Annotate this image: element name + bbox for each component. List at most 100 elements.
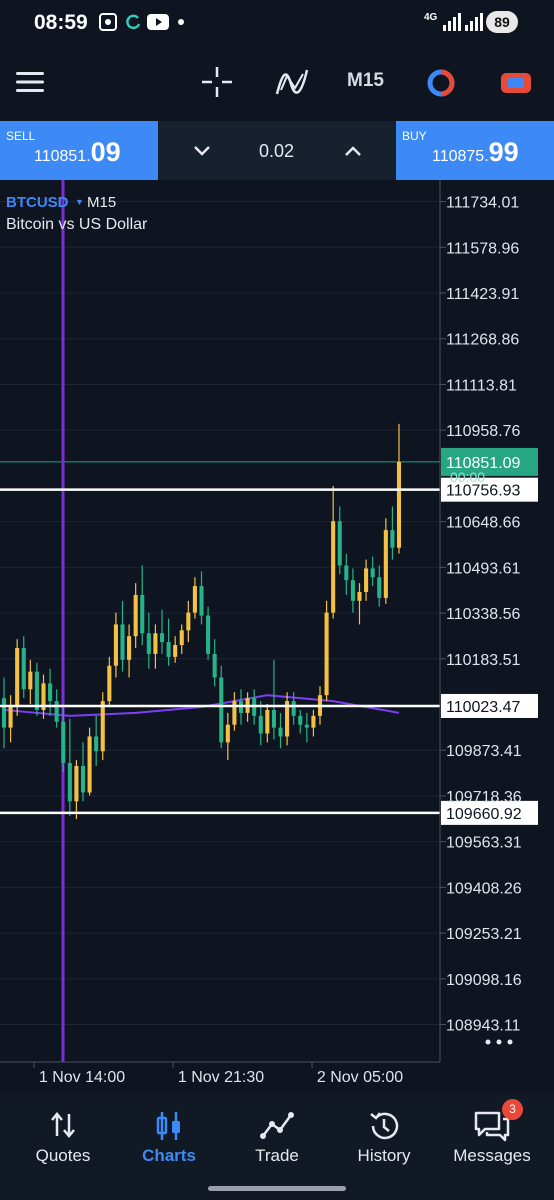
bid-price-marker: 110851.09 00:00: [441, 447, 538, 485]
one-click-trade-panel: SELL 110851.09 0.02 BUY 110875.99: [0, 121, 554, 180]
symbol-timeframe: M15: [87, 194, 117, 211]
horizontal-levels[interactable]: 110756.93 110023.47 109660.92: [0, 477, 538, 825]
level-label: 110756.93: [446, 483, 521, 500]
candle-body: [173, 645, 178, 657]
candle-body: [377, 577, 382, 598]
nav-history-label: History: [357, 1146, 411, 1165]
youtube-icon: [147, 14, 169, 30]
sell-price: 110851.09: [34, 137, 121, 168]
level-label-bg: [441, 693, 538, 718]
nav-charts[interactable]: Charts: [114, 1092, 224, 1178]
candle-body: [61, 721, 66, 764]
candle-body: [80, 765, 86, 793]
price-tick-label: 108943.11: [446, 1018, 521, 1035]
candle-body: [192, 586, 197, 613]
timeframe-selector[interactable]: M15: [347, 70, 384, 91]
buy-button[interactable]: BUY 110875.99: [396, 121, 554, 180]
candle-body: [278, 727, 283, 737]
candle-body: [219, 677, 224, 743]
candle-body: [357, 591, 362, 601]
sell-price-main: 110851.: [34, 148, 91, 165]
nav-trade-label: Trade: [255, 1146, 299, 1165]
candle-body: [127, 636, 132, 660]
price-tick-label: 110183.51: [446, 652, 521, 669]
bid-price-label-bg: [441, 447, 538, 476]
price-tick-label: 109873.41: [446, 743, 522, 760]
candle-body: [94, 736, 99, 752]
candle-body: [186, 612, 191, 631]
candle-body: [1, 698, 7, 728]
buy-price-big: 99: [488, 137, 519, 167]
price-axis[interactable]: 111734.01 111578.96 111423.91 111268.86 1111…: [440, 195, 522, 1035]
level-label-bg: [441, 800, 538, 825]
candle-body: [100, 701, 105, 752]
level-label: 109660.92: [446, 806, 522, 823]
cell-signal-icon: [443, 13, 461, 31]
price-tick-label: 109098.16: [446, 972, 522, 989]
one-click-trading-icon[interactable]: [500, 70, 532, 96]
bid-timer-label: 00:00: [450, 469, 485, 485]
price-tick-label: 111268.86: [446, 332, 519, 349]
price-tick-label: 110338.56: [446, 606, 521, 623]
candle-body: [159, 633, 165, 643]
price-tick-label: 109563.31: [446, 835, 522, 852]
messages-badge: 3: [502, 1099, 523, 1120]
bottom-navigation: Quotes Charts Trade: [0, 1092, 554, 1200]
indicators-icon[interactable]: [275, 66, 309, 98]
price-tick-label: 109718.36: [446, 789, 522, 806]
candle-body: [166, 642, 171, 657]
nav-trade[interactable]: Trade: [222, 1092, 332, 1178]
candle-body: [390, 530, 395, 548]
menu-icon[interactable]: [16, 71, 44, 93]
candle-body: [331, 521, 336, 613]
crosshair-icon[interactable]: [201, 66, 233, 98]
screenshot-icon: [99, 13, 117, 31]
candle-body: [34, 671, 39, 710]
battery-indicator: 89: [486, 11, 518, 33]
objects-icon[interactable]: [426, 68, 456, 98]
sell-price-big: 09: [90, 137, 121, 167]
more-options-icon[interactable]: [485, 1039, 513, 1045]
dot-icon: [178, 19, 184, 25]
candle-body: [107, 665, 112, 702]
cell-signal-2-icon: [465, 13, 483, 31]
price-tick-label: 111423.91: [446, 286, 519, 303]
candle-body: [74, 765, 79, 802]
volume-up-button[interactable]: [339, 137, 367, 165]
candle-body: [291, 701, 296, 716]
nav-history[interactable]: History: [329, 1092, 439, 1178]
symbol-dropdown-icon[interactable]: ▼: [75, 197, 84, 207]
nav-messages[interactable]: Messages: [437, 1092, 547, 1178]
candle-body: [337, 521, 342, 566]
candle-body: [113, 624, 118, 666]
symbol-name[interactable]: BTCUSD: [6, 194, 69, 211]
candle-body: [364, 568, 369, 592]
sell-button[interactable]: SELL 110851.09: [0, 121, 158, 180]
candle-body: [206, 615, 211, 654]
status-clock: 08:59: [34, 11, 88, 34]
candle-body: [140, 594, 145, 634]
candle-body: [15, 648, 20, 707]
candle-body: [271, 709, 276, 728]
candle-body: [153, 633, 158, 654]
home-indicator[interactable]: [208, 1186, 346, 1191]
volume-value[interactable]: 0.02: [259, 141, 295, 161]
nav-quotes[interactable]: Quotes: [8, 1092, 118, 1178]
candle-body: [146, 633, 151, 654]
candle-body: [285, 701, 290, 737]
status-bar: 08:59 4G 89: [0, 0, 554, 46]
price-tick-label: 109253.21: [446, 926, 522, 943]
buy-price: 110875.99: [432, 137, 519, 168]
nav-quotes-label: Quotes: [35, 1146, 91, 1165]
candle-body: [48, 683, 53, 702]
volume-down-button[interactable]: [188, 137, 216, 165]
candle-body: [311, 715, 316, 728]
candle-body: [350, 580, 355, 601]
price-tick-label: 111113.81: [446, 377, 517, 394]
candle-body: [133, 594, 138, 637]
candle-body: [41, 683, 46, 710]
sync-icon: [126, 14, 141, 30]
buy-label: BUY: [402, 129, 427, 143]
time-axis[interactable]: 1 Nov 14:00 1 Nov 21:30 2 Nov 05:00: [33, 1062, 403, 1086]
